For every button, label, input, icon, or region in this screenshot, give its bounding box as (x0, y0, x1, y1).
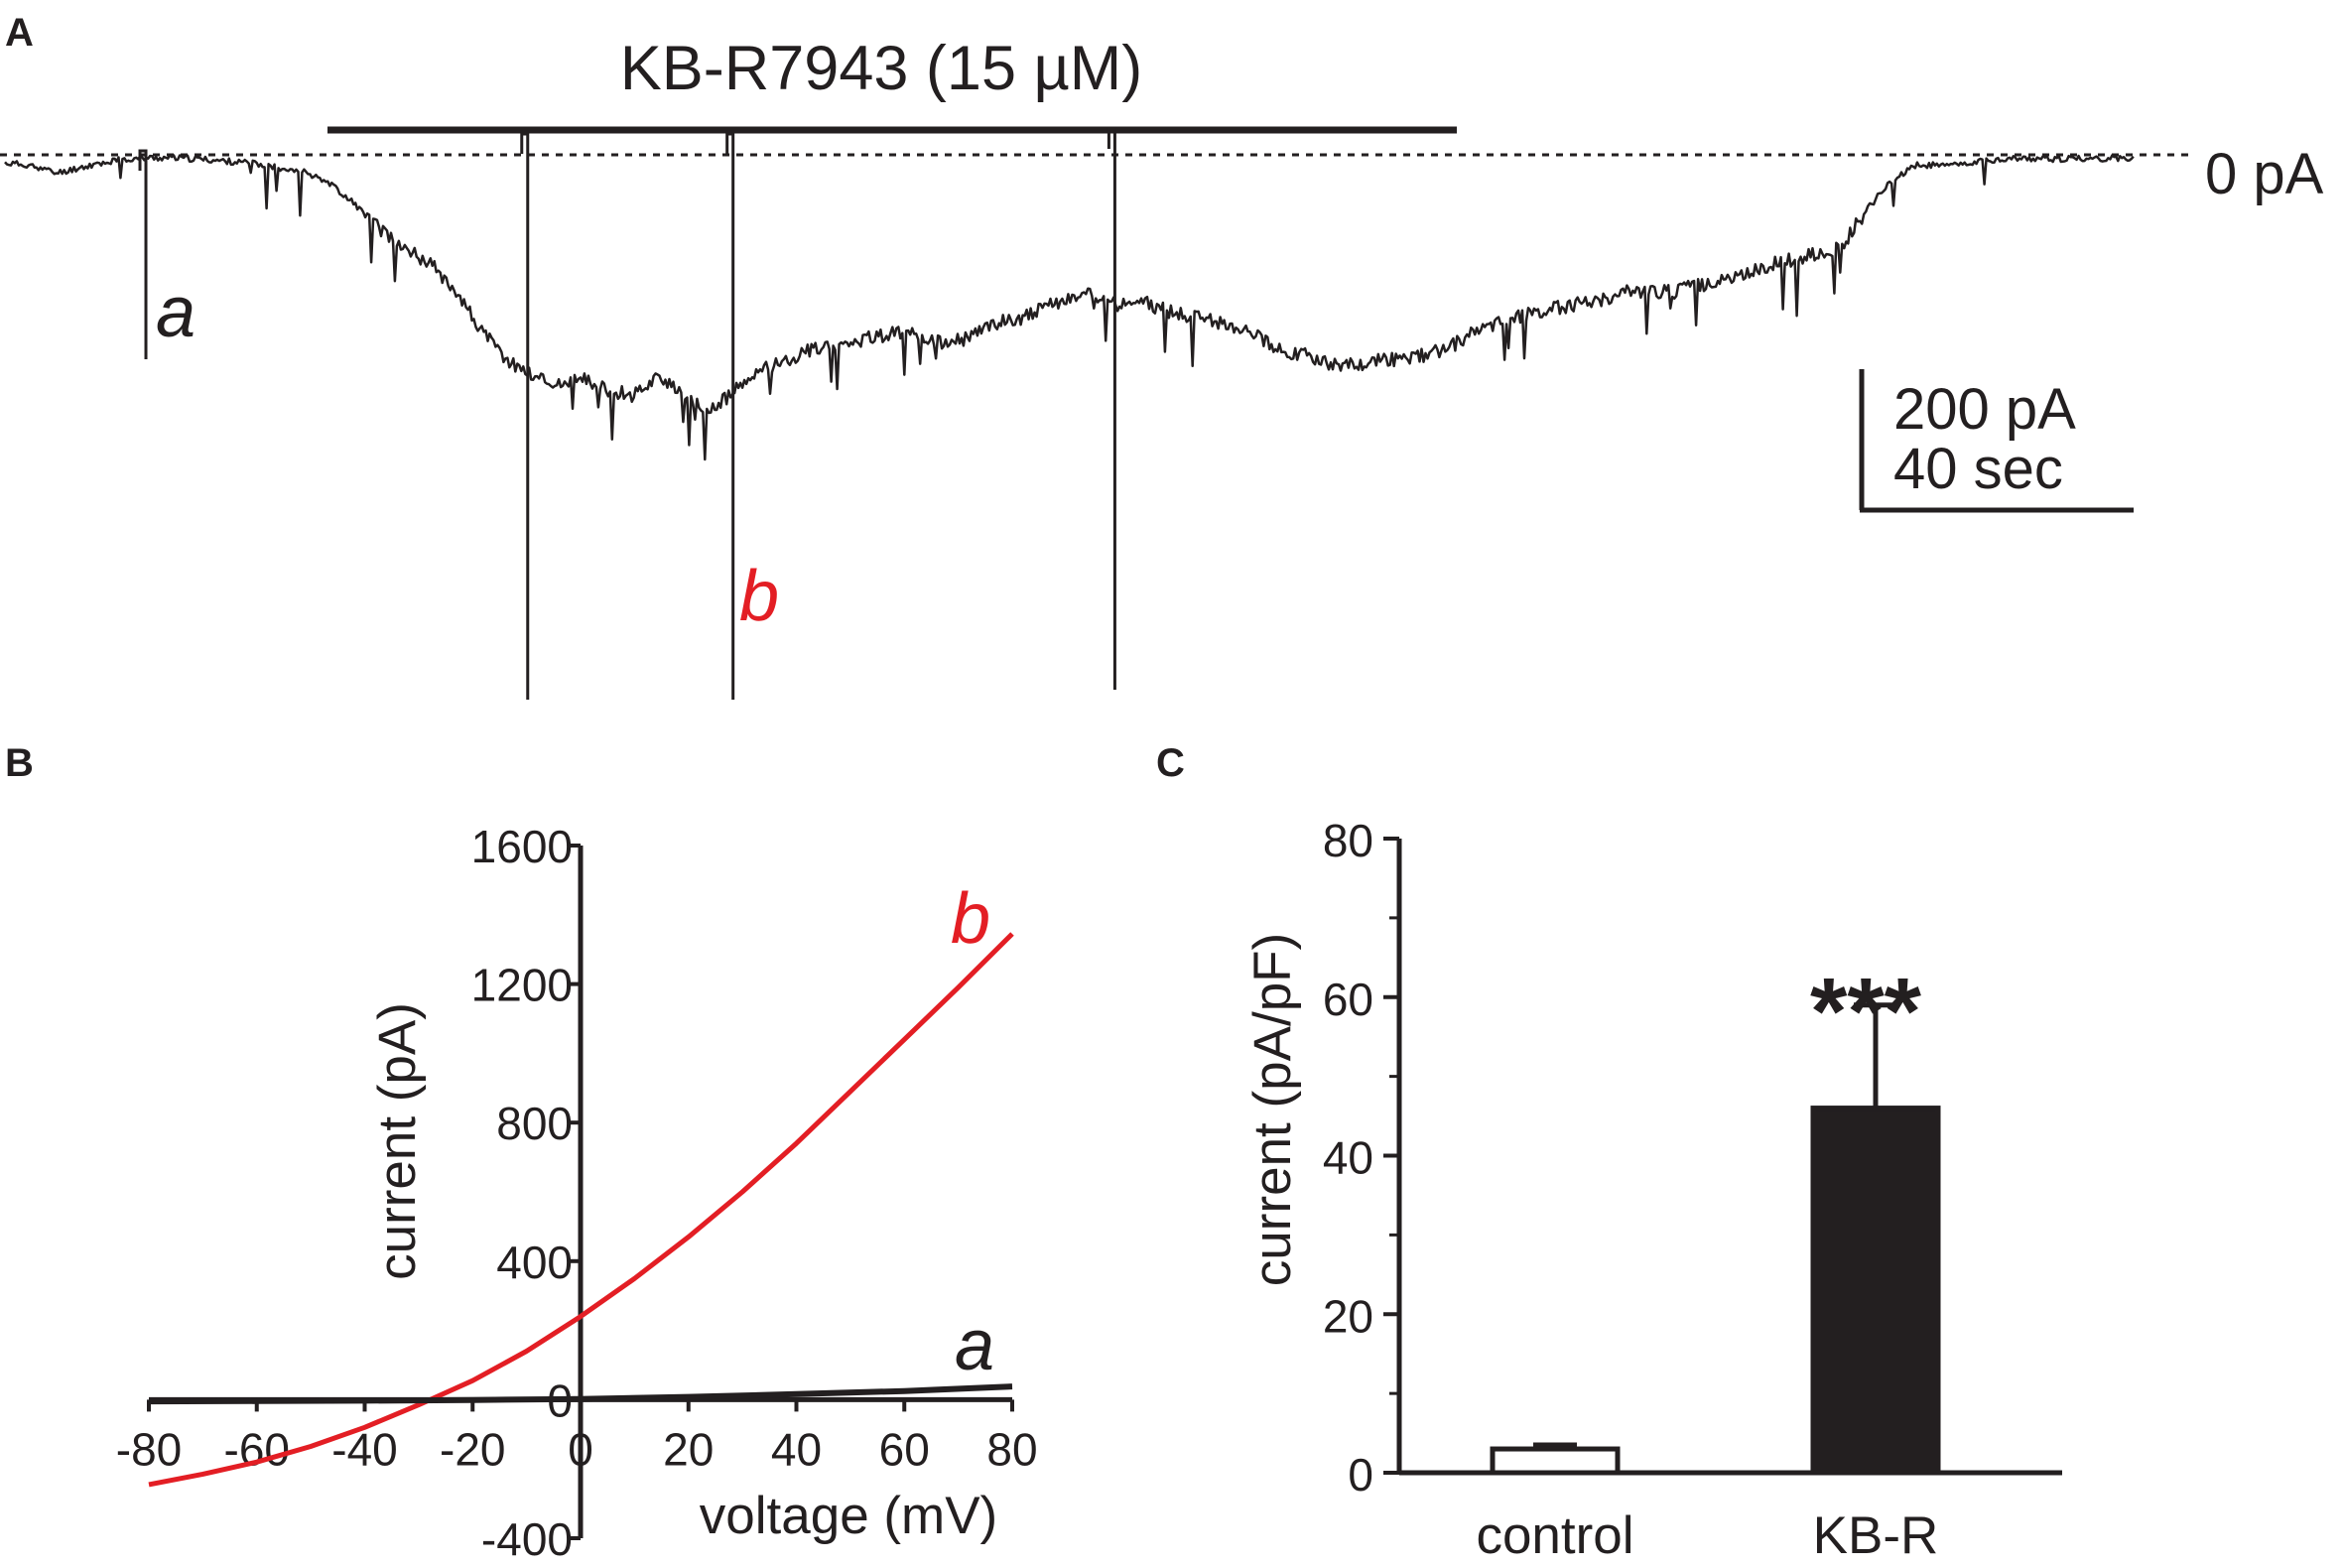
panel-b: B -80 -60 -40 -20 0 20 40 60 80-4000400800120016… (5, 741, 1038, 1565)
iv-x-tick-label: -80 (116, 1423, 182, 1475)
panel-c-label: C (1156, 741, 1185, 785)
iv-x-tick-label: -20 (440, 1423, 505, 1475)
bar-y-axis-title: current (pA/pF) (1243, 933, 1302, 1286)
bars: control KB-R (1476, 1002, 1941, 1565)
iv-x-tick-label: 0 (568, 1423, 593, 1475)
scale-time-label: 40 sec (1893, 437, 2063, 501)
iv-x-tick-label: 40 (771, 1423, 822, 1475)
bar-y-tick-label: 40 (1323, 1132, 1373, 1184)
iv-x-tick-label: 20 (663, 1423, 714, 1475)
bar-y-tick-label: 60 (1323, 974, 1373, 1025)
bar-ticks: 0 20 40 60 80 (1323, 815, 1399, 1501)
iv-x-tick-label: -40 (331, 1423, 397, 1475)
iv-y-tick-label: 1600 (471, 821, 573, 872)
current-trace (4, 154, 2135, 461)
trace-label-a: a (156, 273, 195, 352)
iv-series (148, 932, 1014, 1488)
iv-x-axis-title: voltage (mV) (700, 1487, 997, 1545)
iv-curve-label-b: b (951, 879, 990, 959)
ramp-transient-1 (138, 149, 148, 359)
bar-category-label: control (1476, 1506, 1633, 1565)
ramp-transient-3 (725, 132, 735, 700)
panel-a: A KB-R7943 (15 µM) 0 pA a b 200 pA 40 se… (0, 11, 2324, 700)
iv-x-tick-label: 60 (879, 1423, 930, 1475)
trace-label-b: b (739, 557, 779, 636)
panel-b-label: B (5, 741, 34, 785)
voltage-ramp-transients (138, 127, 1116, 700)
iv-y-tick-label: -400 (481, 1513, 573, 1565)
iv-x-tick-label: 80 (986, 1423, 1037, 1475)
bar-y-tick-label: 0 (1348, 1449, 1373, 1501)
bar-y-tick-label: 80 (1323, 815, 1373, 866)
zero-current-label: 0 pA (2205, 142, 2324, 206)
iv-y-tick-label: 800 (496, 1098, 573, 1149)
iv-curve-a (148, 1383, 1013, 1405)
bar-control (1490, 1446, 1621, 1476)
bar-y-tick-label: 20 (1323, 1290, 1373, 1342)
panel-a-label: A (5, 11, 34, 55)
iv-y-axis-title: current (pA) (368, 1002, 427, 1280)
drug-label: KB-R7943 (15 µM) (620, 34, 1143, 103)
iv-y-tick-label: 1200 (471, 960, 573, 1011)
bar-category-label: KB-R (1813, 1506, 1939, 1565)
iv-y-tick-label: 400 (496, 1237, 573, 1288)
scale-current-label: 200 pA (1893, 377, 2076, 442)
bar-KB-R (1810, 1106, 1941, 1476)
ramp-transient-2 (520, 132, 530, 700)
significance-stars: *** (1810, 959, 1922, 1065)
ramp-transient-4 (1107, 127, 1116, 690)
scale-bar: 200 pA 40 sec (1859, 369, 2134, 513)
iv-curve-label-a: a (955, 1306, 994, 1385)
iv-curve-b (148, 932, 1014, 1488)
